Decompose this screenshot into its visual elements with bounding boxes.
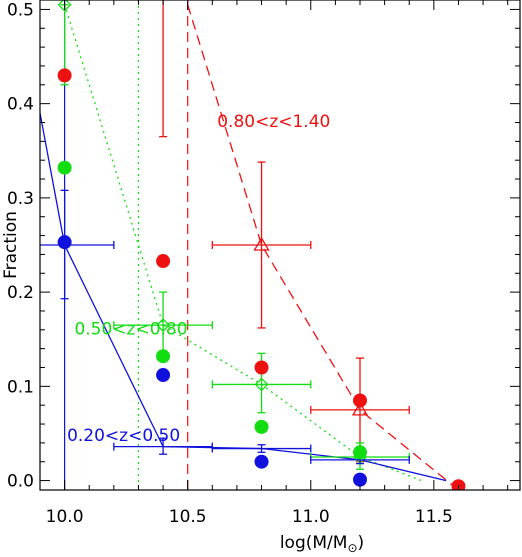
y-tick-label: 0.4 bbox=[7, 95, 34, 115]
x-axis-label: log(M/M⊙) bbox=[280, 533, 364, 555]
y-tick-label: 0.0 bbox=[7, 472, 34, 492]
filled-dot-green bbox=[156, 349, 171, 364]
filled-dot-green bbox=[353, 445, 367, 460]
plot-frame bbox=[39, 0, 521, 491]
triangle-marker bbox=[253, 236, 270, 251]
filled-dot-red bbox=[451, 479, 466, 490]
filled-dot-red bbox=[156, 254, 171, 269]
filled-dot-blue bbox=[156, 368, 171, 383]
redshift-label-green: 0.50<z<0.80 bbox=[74, 320, 187, 340]
diamond-marker bbox=[156, 318, 170, 333]
error-point-blue bbox=[211, 444, 312, 453]
axes-frame bbox=[39, 0, 521, 491]
x-tick-label: 11.5 bbox=[415, 507, 453, 527]
y-tick-label: 0.1 bbox=[7, 377, 34, 397]
y-tick-label: 0.5 bbox=[7, 0, 34, 20]
redshift-label-blue: 0.20<z<0.50 bbox=[67, 426, 180, 446]
redshift-label-red: 0.80<z<1.40 bbox=[217, 112, 330, 132]
x-tick-label: 11.0 bbox=[292, 507, 330, 527]
error-point-red bbox=[211, 161, 312, 329]
tick-labels: 10.0 10.5 11.0 11.5 0.0 0.1 0.2 0.3 0.4 0.5 bbox=[7, 0, 453, 527]
filled-dot-red bbox=[254, 360, 269, 375]
x-axis-label-sub: ⊙ bbox=[347, 541, 357, 555]
x-axis-label-close: ) bbox=[358, 533, 365, 553]
x-axis-label-main: log(M/M bbox=[280, 533, 348, 553]
filled-dot-blue bbox=[57, 235, 72, 250]
annotations: 0.80<z<1.40 0.50<z<0.80 0.20<z<0.50 bbox=[67, 112, 330, 446]
model-line-red bbox=[187, 4, 459, 490]
diamond-marker bbox=[254, 377, 269, 392]
error-point-blue bbox=[113, 437, 213, 455]
y-tick-label: 0.2 bbox=[7, 283, 34, 303]
filled-dot-red bbox=[353, 393, 367, 408]
error-point-red bbox=[159, 0, 168, 138]
filled-dot-green bbox=[254, 419, 269, 434]
model-line-green bbox=[63, 4, 422, 482]
triangle-marker bbox=[351, 401, 369, 416]
filled-dot-red bbox=[57, 68, 72, 83]
error-point-green bbox=[211, 352, 312, 414]
filled-dot-blue bbox=[254, 454, 269, 469]
diamond-marker bbox=[57, 0, 72, 12]
x-tick-label: 10.5 bbox=[169, 507, 207, 527]
y-tick-label: 0.3 bbox=[7, 189, 34, 209]
filled-dot-blue bbox=[353, 472, 367, 487]
data-layer bbox=[40, 0, 466, 490]
filled-dot-green bbox=[57, 160, 72, 175]
x-tick-label: 10.0 bbox=[46, 507, 84, 527]
y-axis-label: Fraction bbox=[1, 211, 21, 279]
error-point-green bbox=[113, 291, 213, 359]
